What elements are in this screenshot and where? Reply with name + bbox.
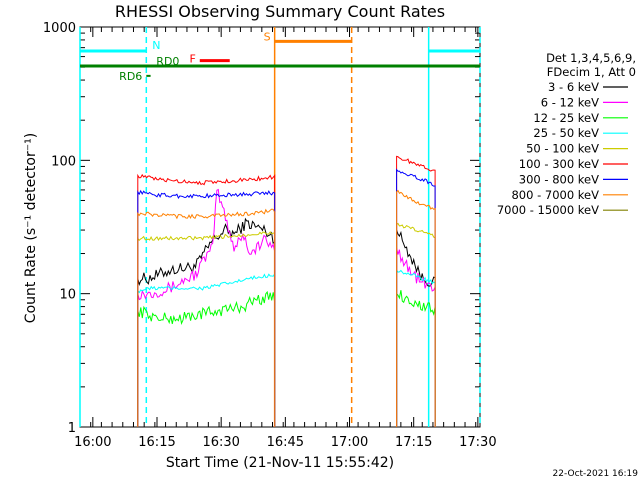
legend-entry: 12 - 25 keV	[533, 111, 599, 125]
plot-area: 1 10 100 1000 16:00 16:15 16:30 16:45 17:00 17:15…	[43, 21, 497, 450]
series-line	[137, 208, 276, 427]
x-tick-label: 16:00	[74, 435, 111, 450]
legend-entry: 50 - 100 keV	[526, 142, 599, 156]
x-tick-label: 17:15	[395, 435, 432, 450]
legend: Det 1,3,4,5,6,9,FDecim 1, Att 03 - 6 keV…	[497, 51, 636, 217]
series-line	[137, 231, 276, 427]
footer-date: 22-Oct-2021 16:19	[553, 469, 639, 479]
series-line	[396, 229, 436, 427]
series-line	[396, 268, 436, 427]
series-line	[137, 189, 276, 427]
series-line	[396, 189, 436, 427]
series-line	[396, 155, 436, 427]
series-line	[396, 222, 436, 427]
legend-entry: 800 - 7000 keV	[511, 188, 599, 202]
y-tick-label: 1000	[43, 21, 76, 36]
flag-label: RD6	[119, 70, 142, 83]
legend-entry: 3 - 6 keV	[548, 80, 599, 94]
series-line	[137, 173, 276, 427]
x-tick-label: 16:15	[138, 435, 175, 450]
flag-label: RD0	[156, 55, 179, 68]
legend-entry: 7000 - 15000 keV	[497, 203, 599, 217]
series-line	[137, 271, 276, 427]
y-tick-label: 100	[51, 154, 76, 169]
flag-label: F	[189, 53, 195, 66]
plot-frame	[79, 26, 481, 428]
x-tick-label: 16:45	[267, 435, 304, 450]
flag-label: N	[152, 39, 160, 52]
legend-entry: 100 - 300 keV	[519, 157, 599, 171]
chart-title: RHESSI Observing Summary Count Rates	[115, 2, 445, 21]
legend-entry: 6 - 12 keV	[541, 95, 599, 109]
legend-entry: 300 - 800 keV	[519, 172, 599, 186]
series-line	[396, 247, 436, 427]
y-axis-label: Count Rate (s⁻¹ detector⁻¹)	[23, 133, 39, 323]
x-axis-label: Start Time (21-Nov-11 15:55:42)	[166, 455, 394, 471]
x-tick-label: 17:30	[459, 435, 496, 450]
series-line	[396, 290, 436, 427]
series-line	[137, 217, 276, 427]
y-tick-label: 1	[68, 421, 76, 436]
x-tick-label: 16:30	[202, 435, 239, 450]
series-line	[396, 168, 436, 427]
legend-header: FDecim 1, Att 0	[547, 65, 636, 79]
series-line	[137, 290, 276, 427]
legend-header: Det 1,3,4,5,6,9,	[546, 51, 636, 65]
y-tick-label: 10	[59, 288, 76, 303]
x-tick-label: 17:00	[331, 435, 368, 450]
legend-entry: 25 - 50 keV	[533, 126, 599, 140]
flag-label: S	[264, 30, 271, 43]
series-line	[137, 188, 276, 427]
